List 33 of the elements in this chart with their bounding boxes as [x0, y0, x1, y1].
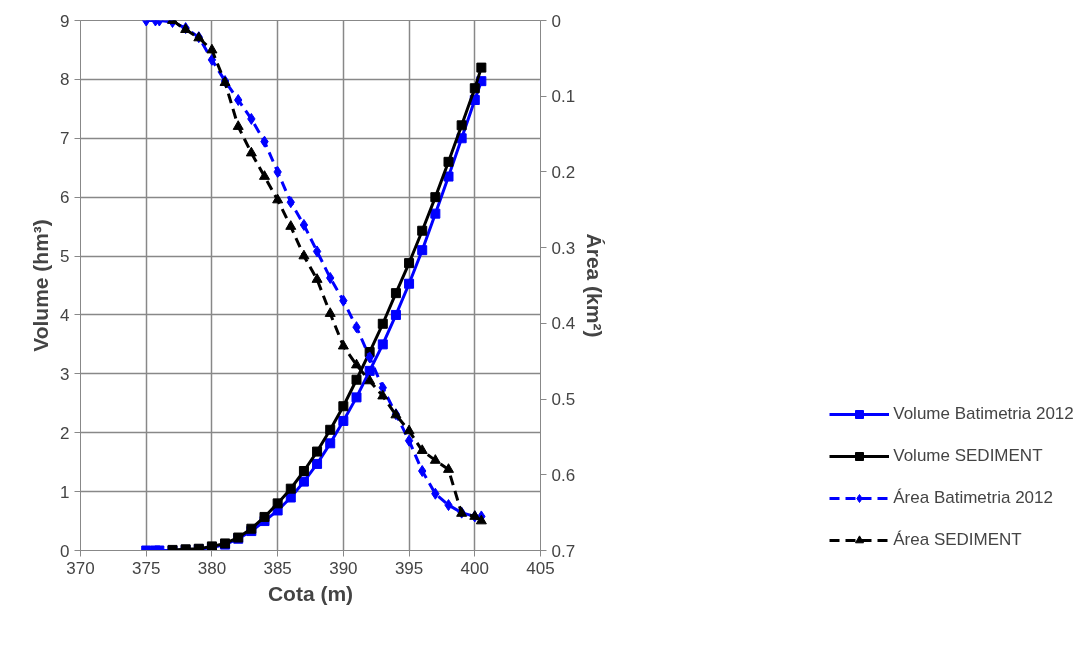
y2-tick-label: 0.2 — [551, 162, 576, 182]
y-tick-label: 1 — [60, 482, 70, 502]
y-tick-label: 0 — [60, 541, 70, 561]
legend-label: Área Batimetria 2012 — [893, 488, 1053, 508]
y2-tick-label: 0.6 — [551, 465, 576, 485]
y-tick-label: 6 — [60, 188, 70, 208]
y-tick-label: 4 — [60, 305, 70, 325]
y-tick-label: 9 — [60, 11, 70, 31]
x-tick-label: 375 — [132, 558, 161, 578]
x-tick-label: 380 — [197, 558, 227, 578]
y2-axis-title: Área (km²) — [583, 233, 607, 338]
x-tick-label: 405 — [526, 558, 555, 578]
y2-tick-label: 0.7 — [551, 541, 576, 561]
legend-label: Volume Batimetria 2012 — [893, 404, 1074, 424]
y2-tick-label: 0.1 — [551, 87, 576, 107]
y2-tick-label: 0 — [551, 11, 561, 31]
y2-tick-label: 0.5 — [551, 390, 576, 410]
x-tick-label: 390 — [329, 558, 358, 578]
y2-tick-label: 0.3 — [551, 238, 576, 258]
x-axis-title: Cota (m) — [267, 581, 354, 605]
x-tick-label: 395 — [394, 558, 424, 578]
y-tick-label: 7 — [60, 129, 70, 149]
x-tick-label: 370 — [66, 558, 95, 578]
y2-tick-label: 0.4 — [551, 314, 576, 334]
y-tick-label: 5 — [60, 247, 70, 267]
y-tick-label: 8 — [60, 70, 70, 90]
y-axis-title: Volume (hm³) — [29, 219, 53, 352]
x-tick-label: 400 — [460, 558, 489, 578]
legend-label: Volume SEDIMENT — [893, 446, 1043, 466]
legend-label: Área SEDIMENT — [893, 530, 1022, 550]
y-tick-label: 2 — [60, 423, 70, 443]
x-tick-label: 385 — [263, 558, 292, 578]
y-tick-label: 3 — [60, 364, 70, 384]
